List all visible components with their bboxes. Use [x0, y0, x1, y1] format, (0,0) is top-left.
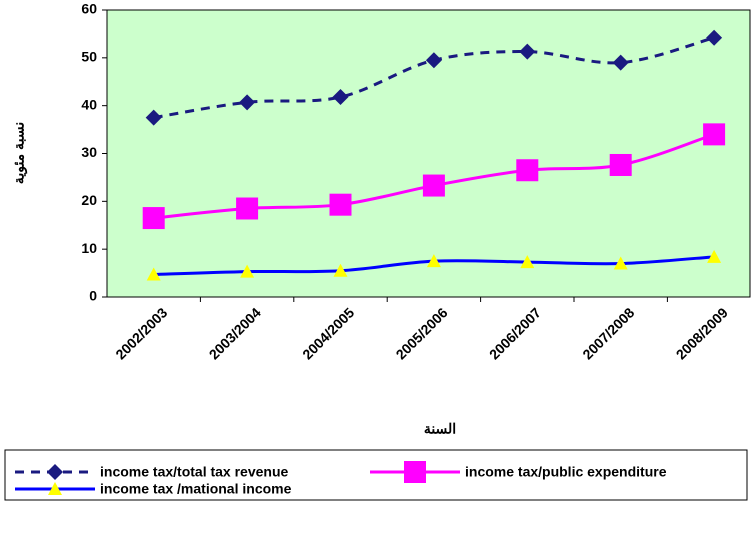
data-point [236, 197, 259, 220]
data-point [707, 249, 722, 263]
legend-marker [404, 461, 426, 483]
data-point [425, 52, 442, 69]
legend-marker [47, 464, 63, 480]
x-tick-label: 2002/2003 [112, 304, 170, 362]
y-tick-label: 30 [81, 144, 97, 160]
legend-label: income tax/total tax revenue [100, 464, 289, 480]
data-point [146, 267, 161, 281]
legend [4, 449, 748, 501]
y-tick-label: 20 [81, 192, 97, 208]
x-tick-label: 2007/2008 [579, 304, 637, 362]
x-tick-label: 2003/2004 [206, 304, 264, 362]
data-point [612, 54, 629, 71]
data-point [703, 123, 726, 146]
data-point [145, 109, 162, 126]
data-point [609, 153, 632, 176]
x-axis-label: السنة [424, 421, 456, 437]
data-point [520, 255, 535, 269]
x-tick-label: 2006/2007 [486, 304, 544, 362]
data-point [422, 174, 445, 197]
y-tick-label: 10 [81, 240, 97, 256]
data-point [426, 254, 441, 268]
y-tick-label: 60 [81, 1, 97, 17]
data-point [329, 193, 352, 216]
x-tick-label: 2005/2006 [393, 304, 451, 362]
x-tick-label: 2008/2009 [673, 304, 731, 362]
data-point [240, 264, 255, 278]
plot-area [106, 9, 751, 298]
data-point [613, 256, 628, 270]
y-tick-label: 40 [81, 96, 97, 112]
data-point [519, 43, 536, 60]
y-tick-label: 0 [89, 288, 97, 304]
x-tick-label: 2004/2005 [299, 304, 357, 362]
data-point [332, 89, 349, 106]
data-point [142, 207, 165, 230]
legend-label: income tax/public expenditure [465, 464, 667, 480]
legend-marker [48, 482, 62, 495]
data-point [706, 29, 723, 46]
data-point [239, 94, 256, 111]
data-point [516, 159, 539, 182]
data-point [333, 263, 348, 277]
legend-label: income tax /mational income [100, 481, 292, 497]
y-tick-label: 50 [81, 49, 97, 65]
y-axis-label: نسبة مئوية [11, 122, 28, 184]
